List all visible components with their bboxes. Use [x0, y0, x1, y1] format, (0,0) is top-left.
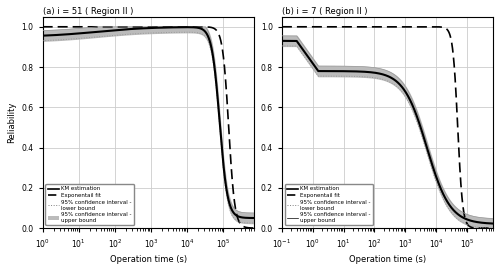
Legend: KM estimation, Exponentail fit, 95% confidence interval -
lower bound, 95% confi: KM estimation, Exponentail fit, 95% conf…	[46, 184, 134, 225]
Text: (a) i = 51 ( Region II ): (a) i = 51 ( Region II )	[42, 7, 133, 16]
Text: (b) i = 7 ( Region II ): (b) i = 7 ( Region II )	[282, 7, 368, 16]
Legend: KM estimation, Exponentail fit, 95% confidence interval -
lower bound, 95% confi: KM estimation, Exponentail fit, 95% conf…	[284, 184, 373, 225]
Y-axis label: Reliability: Reliability	[7, 102, 16, 143]
X-axis label: Operation time (s): Operation time (s)	[349, 255, 426, 264]
X-axis label: Operation time (s): Operation time (s)	[110, 255, 187, 264]
